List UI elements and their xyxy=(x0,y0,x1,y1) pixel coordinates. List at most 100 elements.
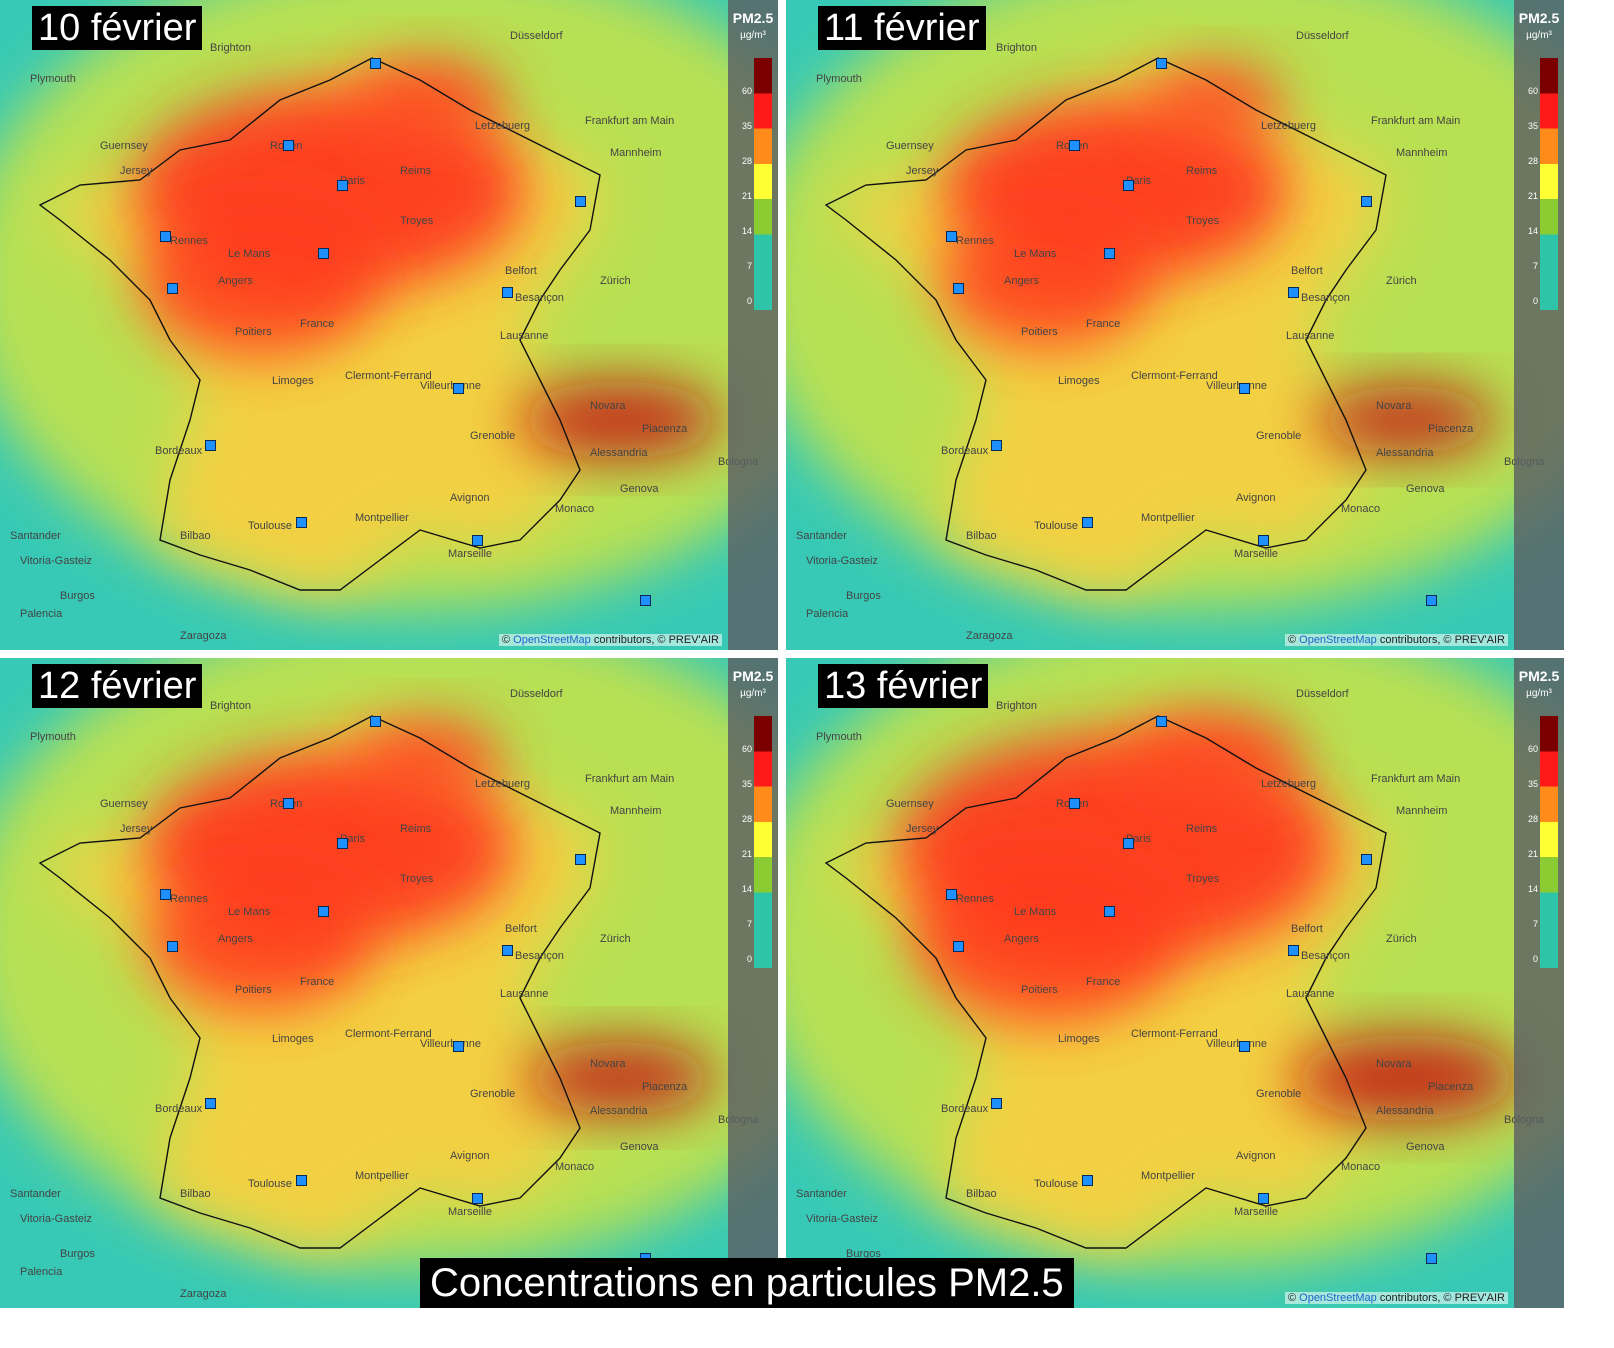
pollution-hotspot xyxy=(518,381,722,459)
station-marker[interactable] xyxy=(575,196,586,207)
station-marker[interactable] xyxy=(502,945,513,956)
station-marker[interactable] xyxy=(991,1098,1002,1109)
station-marker[interactable] xyxy=(1082,517,1093,528)
station-marker[interactable] xyxy=(953,283,964,294)
station-marker[interactable] xyxy=(453,383,464,394)
station-marker[interactable] xyxy=(205,440,216,451)
city-label: Santander xyxy=(10,1188,61,1200)
station-marker[interactable] xyxy=(946,889,957,900)
station-marker[interactable] xyxy=(453,1041,464,1052)
station-marker[interactable] xyxy=(1123,838,1134,849)
city-label: Vitoria-Gasteiz xyxy=(20,555,92,567)
station-marker[interactable] xyxy=(283,798,294,809)
city-label: Belfort xyxy=(1291,923,1323,935)
station-marker[interactable] xyxy=(1082,1175,1093,1186)
openstreetmap-link[interactable]: OpenStreetMap xyxy=(513,634,591,646)
city-label: Rennes xyxy=(170,893,208,905)
city-label: Montpellier xyxy=(1141,512,1195,524)
station-marker[interactable] xyxy=(167,283,178,294)
station-marker[interactable] xyxy=(1123,180,1134,191)
station-marker[interactable] xyxy=(318,906,329,917)
city-label: Clermont-Ferrand xyxy=(345,1028,432,1040)
station-marker[interactable] xyxy=(1239,1041,1250,1052)
station-marker[interactable] xyxy=(953,941,964,952)
openstreetmap-link[interactable]: OpenStreetMap xyxy=(1299,634,1377,646)
city-label: Guernsey xyxy=(886,140,934,152)
city-label: Marseille xyxy=(448,548,493,560)
station-marker[interactable] xyxy=(370,58,381,69)
legend-tick: 0 xyxy=(746,296,752,306)
attribution-text: contributors, © PREV'AIR xyxy=(590,634,719,646)
station-marker[interactable] xyxy=(1288,945,1299,956)
station-marker[interactable] xyxy=(946,231,957,242)
station-marker[interactable] xyxy=(575,854,586,865)
station-marker[interactable] xyxy=(1288,287,1299,298)
city-label: Reims xyxy=(400,165,432,177)
station-marker[interactable] xyxy=(502,287,513,298)
station-marker[interactable] xyxy=(296,1175,307,1186)
pm25-legend: PM2.5 µg/m³ 60 35 28 21 14 7 0 xyxy=(728,0,778,650)
station-marker[interactable] xyxy=(1258,1193,1269,1204)
station-marker[interactable] xyxy=(160,231,171,242)
legend-tick: 21 xyxy=(741,191,752,201)
station-marker[interactable] xyxy=(1069,140,1080,151)
station-marker[interactable] xyxy=(1156,716,1167,727)
city-label: Düsseldorf xyxy=(1296,688,1349,700)
city-label: Montpellier xyxy=(355,1170,409,1182)
city-label: Lausanne xyxy=(500,988,549,1000)
city-label: Rennes xyxy=(956,893,994,905)
station-marker[interactable] xyxy=(1156,58,1167,69)
station-marker[interactable] xyxy=(1104,248,1115,259)
station-marker[interactable] xyxy=(283,140,294,151)
pm25-legend: PM2.5 µg/m³ 60 35 28 21 14 7 0 xyxy=(1514,658,1564,1308)
station-marker[interactable] xyxy=(337,180,348,191)
city-label: Palencia xyxy=(806,608,849,620)
station-marker[interactable] xyxy=(296,517,307,528)
legend-unit: µg/m³ xyxy=(1526,30,1552,41)
legend-tick: 7 xyxy=(1532,261,1538,271)
station-marker[interactable] xyxy=(1258,535,1269,546)
station-marker[interactable] xyxy=(472,535,483,546)
city-label: Troyes xyxy=(400,873,434,885)
station-marker[interactable] xyxy=(318,248,329,259)
legend-tick: 14 xyxy=(1527,884,1538,894)
city-label: Genova xyxy=(1406,483,1445,495)
legend-title: PM2.5 xyxy=(1518,10,1560,26)
station-marker[interactable] xyxy=(1104,906,1115,917)
station-marker[interactable] xyxy=(370,716,381,727)
station-marker[interactable] xyxy=(1069,798,1080,809)
station-marker[interactable] xyxy=(167,941,178,952)
attribution-prefix: © xyxy=(501,634,514,646)
legend-tick: 7 xyxy=(746,919,752,929)
pollution-hotspot xyxy=(353,57,507,143)
station-marker[interactable] xyxy=(640,595,651,606)
openstreetmap-link[interactable]: OpenStreetMap xyxy=(1299,1292,1377,1304)
pollution-map xyxy=(0,0,778,650)
station-marker[interactable] xyxy=(1361,854,1372,865)
station-marker[interactable] xyxy=(1361,196,1372,207)
station-marker[interactable] xyxy=(1239,383,1250,394)
city-label: Bilbao xyxy=(180,1188,211,1200)
station-marker[interactable] xyxy=(991,440,1002,451)
city-label: Monaco xyxy=(555,503,595,515)
pollution-hotspot xyxy=(148,866,372,1010)
station-marker[interactable] xyxy=(337,838,348,849)
legend-tick: 0 xyxy=(746,954,752,964)
city-label: Düsseldorf xyxy=(510,30,563,42)
legend-unit: µg/m³ xyxy=(740,688,766,699)
station-marker[interactable] xyxy=(1426,1253,1437,1264)
city-label: Mannheim xyxy=(1396,805,1448,817)
city-label: Plymouth xyxy=(816,73,862,85)
station-marker[interactable] xyxy=(472,1193,483,1204)
city-label: Bordeaux xyxy=(941,445,989,457)
map-attribution: © OpenStreetMap contributors, © PREV'AIR xyxy=(498,634,722,646)
city-label: Poitiers xyxy=(1021,326,1058,338)
city-label: Jersey xyxy=(120,165,153,177)
station-marker[interactable] xyxy=(205,1098,216,1109)
city-label: Zürich xyxy=(1386,933,1417,945)
station-marker[interactable] xyxy=(160,889,171,900)
city-label: Bordeaux xyxy=(155,445,203,457)
city-label: Le Mans xyxy=(228,906,271,918)
station-marker[interactable] xyxy=(1426,595,1437,606)
legend-tick: 35 xyxy=(741,121,752,131)
